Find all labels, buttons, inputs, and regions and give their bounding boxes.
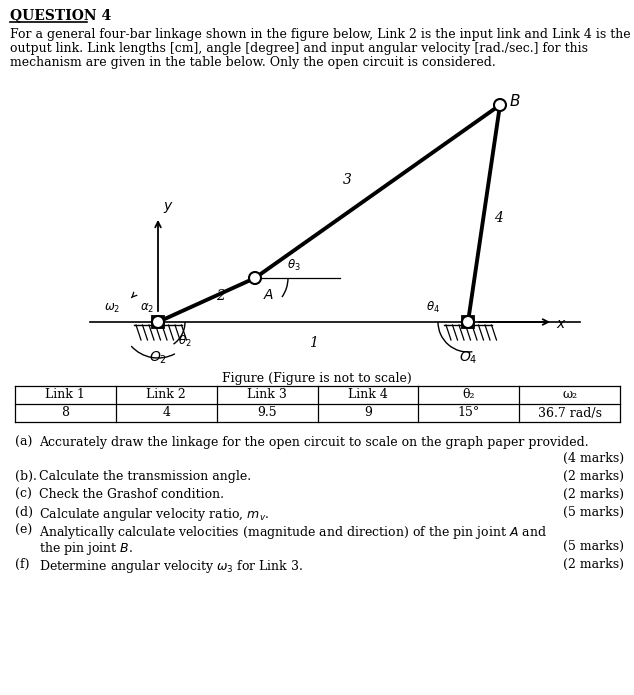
Text: mechanism are given in the table below. Only the open circuit is considered.: mechanism are given in the table below. … xyxy=(10,56,496,69)
Text: Determine angular velocity $\omega_3$ for Link 3.: Determine angular velocity $\omega_3$ fo… xyxy=(39,558,303,575)
Text: Figure (Figure is not to scale): Figure (Figure is not to scale) xyxy=(222,372,412,385)
Text: (d): (d) xyxy=(15,506,33,519)
Text: Link 1: Link 1 xyxy=(46,389,86,402)
Text: (f): (f) xyxy=(15,558,30,571)
Text: (2 marks): (2 marks) xyxy=(563,470,624,483)
Text: Link 2: Link 2 xyxy=(146,389,186,402)
Text: 2: 2 xyxy=(216,289,225,303)
Text: Calculate the transmission angle.: Calculate the transmission angle. xyxy=(39,470,251,483)
Text: 3: 3 xyxy=(343,172,352,186)
Text: Accurately draw the linkage for the open circuit to scale on the graph paper pro: Accurately draw the linkage for the open… xyxy=(39,436,588,449)
Text: θ₂: θ₂ xyxy=(462,389,475,402)
Text: $\omega_2$: $\omega_2$ xyxy=(104,302,120,315)
Text: Check the Grashof condition.: Check the Grashof condition. xyxy=(39,488,224,501)
Text: 9.5: 9.5 xyxy=(257,407,277,420)
Text: $\theta_4$: $\theta_4$ xyxy=(426,300,440,315)
Text: (a): (a) xyxy=(15,436,32,449)
Text: Link 4: Link 4 xyxy=(348,389,388,402)
Circle shape xyxy=(462,316,474,328)
Text: $y$: $y$ xyxy=(163,200,174,215)
Text: $x$: $x$ xyxy=(556,317,567,331)
Text: (e): (e) xyxy=(15,524,32,537)
Text: 4: 4 xyxy=(162,407,171,420)
Text: ω₂: ω₂ xyxy=(562,389,577,402)
Text: $\theta_3$: $\theta_3$ xyxy=(287,258,301,273)
Text: $B$: $B$ xyxy=(509,93,521,109)
Circle shape xyxy=(249,272,261,284)
Text: (5 marks): (5 marks) xyxy=(563,540,624,553)
Text: (c): (c) xyxy=(15,488,32,501)
Text: Calculate angular velocity ratio, $m_v$.: Calculate angular velocity ratio, $m_v$. xyxy=(39,506,269,523)
Text: (4 marks): (4 marks) xyxy=(563,452,624,465)
Text: $\alpha_2$: $\alpha_2$ xyxy=(140,302,154,315)
Text: 1: 1 xyxy=(309,336,318,350)
Text: the pin joint $B$.: the pin joint $B$. xyxy=(39,540,133,557)
Text: (5 marks): (5 marks) xyxy=(563,506,624,519)
Text: QUESTION 4: QUESTION 4 xyxy=(10,8,111,22)
Text: Link 3: Link 3 xyxy=(247,389,287,402)
Circle shape xyxy=(494,99,506,111)
Text: (b).: (b). xyxy=(15,470,37,483)
Text: $\theta_2$: $\theta_2$ xyxy=(178,334,191,349)
Text: output link. Link lengths [cm], angle [degree] and input angular velocity [rad./: output link. Link lengths [cm], angle [d… xyxy=(10,42,588,55)
Text: 15°: 15° xyxy=(458,407,480,420)
Text: (2 marks): (2 marks) xyxy=(563,488,624,501)
Text: 4: 4 xyxy=(494,211,503,225)
Text: (2 marks): (2 marks) xyxy=(563,558,624,571)
Text: Analytically calculate velocities (magnitude and direction) of the pin joint $A$: Analytically calculate velocities (magni… xyxy=(39,524,547,541)
Text: For a general four-bar linkage shown in the figure below, Link 2 is the input li: For a general four-bar linkage shown in … xyxy=(10,28,631,41)
Text: $A$: $A$ xyxy=(263,288,275,302)
Circle shape xyxy=(152,316,164,328)
Text: 8: 8 xyxy=(61,407,69,420)
Text: 36.7 rad/s: 36.7 rad/s xyxy=(538,407,602,420)
Text: $O_4$: $O_4$ xyxy=(459,350,477,366)
Text: 9: 9 xyxy=(364,407,372,420)
Text: $O_2$: $O_2$ xyxy=(149,350,167,366)
